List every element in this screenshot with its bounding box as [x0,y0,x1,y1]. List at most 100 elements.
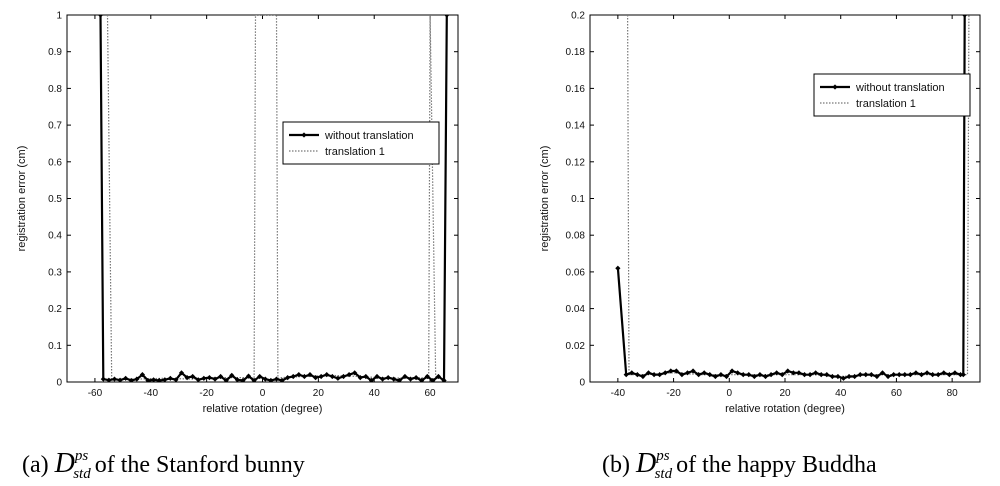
y-axis-label: registration error (cm) [539,146,551,252]
x-tick-label: -40 [611,388,626,399]
data-point [868,372,874,378]
data-point [363,373,369,380]
caption-text: of the happy Buddha [676,452,877,478]
data-point [640,373,646,380]
y-tick-label: 0.1 [48,341,62,352]
data-point [712,373,718,380]
data-point [768,372,774,378]
x-tick-label: 20 [779,388,791,399]
data-point [318,373,324,380]
data-point [218,373,224,380]
x-tick-label: 80 [947,388,959,399]
data-point [268,377,274,382]
data-point [111,376,118,382]
x-tick-label: 40 [369,388,381,399]
data-point [391,376,397,382]
data-point [346,372,352,378]
y-tick-label: 0.06 [566,267,586,278]
data-point [407,376,414,382]
data-point [257,373,263,380]
caption-superscript: ps [74,448,89,464]
data-point [941,370,947,376]
data-point [673,368,679,374]
data-point [134,376,140,382]
data-point [97,15,104,18]
data-point [100,376,106,382]
data-point [801,372,808,378]
legend-marker [832,84,838,90]
data-point [657,372,663,378]
data-point [668,368,674,374]
data-point [335,375,341,381]
data-point [846,373,852,380]
data-point [651,372,657,378]
data-point [629,370,635,376]
y-tick-label: 0.8 [48,84,62,95]
data-point [444,15,450,18]
data-point [946,372,952,378]
data-point [139,372,146,378]
data-point [896,372,902,378]
data-point [435,373,442,380]
y-tick-label: 0.2 [571,11,585,22]
x-axis-label: relative rotation (degree) [725,403,845,415]
y-axis-label: registration error (cm) [16,146,28,252]
series-group [97,15,450,382]
y-tick-label: 0.1 [571,194,585,205]
data-point [690,368,696,374]
data-point [430,377,436,382]
caption-subscript: std [655,466,673,482]
y-tick-label: 0 [56,378,62,389]
data-point [307,372,313,378]
y-tick-label: 0.5 [48,194,62,205]
data-point [913,370,919,376]
data-point [930,372,936,378]
y-tick-label: 0.04 [566,304,586,315]
chart-panel-a: 0 0.1 0.2 0.3 0.4 0.5 0.6 0.7 0.8 0.9 1 -60 -40 -20 0 2… [16,11,459,482]
legend-label: without translation [324,130,414,142]
data-point [290,373,296,380]
data-point [960,372,966,378]
data-point [201,375,207,381]
caption-symbol: D [54,448,75,479]
data-point [352,370,358,376]
data-point [424,373,430,380]
data-point [128,377,134,382]
data-point [195,377,201,382]
data-point [385,374,391,381]
legend-box [813,73,971,117]
data-point [301,373,307,380]
caption-prefix: (a) [22,452,55,478]
series-group [615,15,970,381]
data-point [441,377,447,382]
data-point [396,377,402,382]
x-axis-label: relative rotation (degree) [203,403,323,415]
data-point [918,372,925,378]
chart-caption: (a) Dps std of the Stanford bunny [22,448,305,482]
data-point [824,372,830,378]
data-point [813,370,819,376]
data-point [357,374,363,381]
y-tick-label: 0.02 [566,341,586,352]
y-tick-label: 0.9 [48,47,62,58]
data-point [807,372,813,378]
chart-panel-b: 0 0.02 0.04 0.06 0.08 0.1 0.12 0.14 0.16 0.18 0.2 -… [539,11,981,482]
data-point [696,372,702,378]
data-point [245,373,252,379]
x-tick-label: -20 [199,388,214,399]
data-point [162,377,168,382]
data-point [774,370,780,376]
data-point [285,374,291,381]
data-point [785,368,791,374]
x-tick-label: 0 [727,388,733,399]
series-line-without-translation [616,15,966,380]
data-point [863,372,869,378]
data-point [740,372,746,378]
data-point [729,368,735,374]
data-point [240,377,246,382]
data-point [402,373,408,380]
caption-subscript: std [73,466,91,482]
data-point [623,372,629,378]
plot-area [589,14,981,383]
data-point [829,373,835,380]
